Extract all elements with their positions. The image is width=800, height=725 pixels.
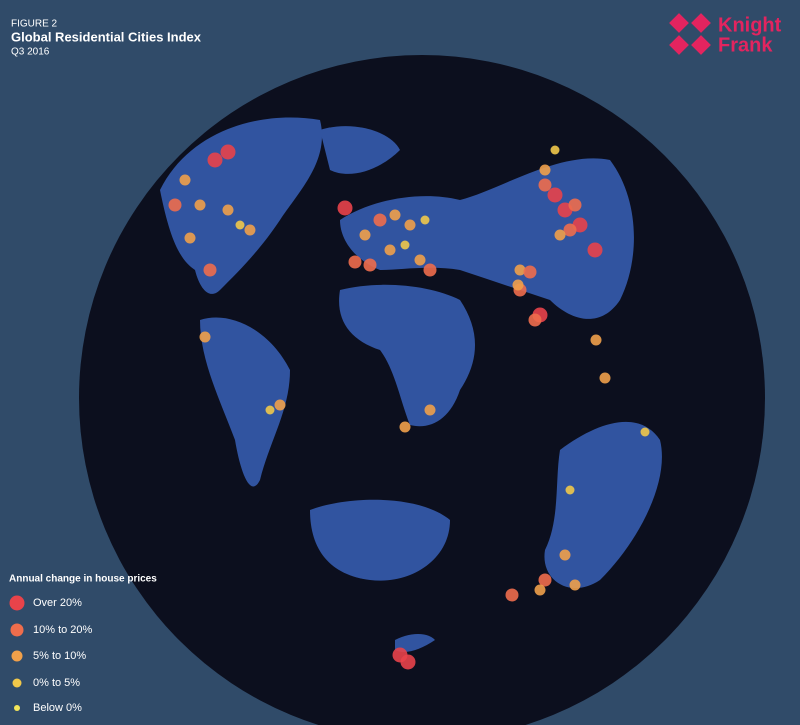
legend-label: 0% to 5% xyxy=(33,677,80,689)
city-marker xyxy=(538,573,552,587)
city-marker xyxy=(203,263,217,277)
city-marker xyxy=(565,485,575,495)
legend-label: 5% to 10% xyxy=(33,650,86,662)
legend-label: Over 20% xyxy=(33,597,82,609)
legend-label: 10% to 20% xyxy=(33,624,93,636)
logo-text: Frank xyxy=(718,34,773,56)
city-marker xyxy=(547,187,563,203)
legend-title: Annual change in house prices xyxy=(9,574,157,585)
city-marker xyxy=(539,164,551,176)
subtitle: Q3 2016 xyxy=(11,47,50,58)
city-marker xyxy=(348,255,362,269)
city-marker xyxy=(274,399,286,411)
city-marker xyxy=(235,220,245,230)
legend-swatch xyxy=(12,678,22,688)
city-markers xyxy=(168,144,650,670)
title: Global Residential Cities Index xyxy=(11,29,202,44)
city-marker xyxy=(179,174,191,186)
south-america xyxy=(200,317,290,487)
antarctica xyxy=(310,499,450,581)
city-marker xyxy=(400,240,410,250)
city-marker xyxy=(359,229,371,241)
city-marker xyxy=(207,152,223,168)
city-marker xyxy=(222,204,234,216)
city-marker xyxy=(194,199,206,211)
city-marker xyxy=(424,404,436,416)
city-marker xyxy=(404,219,416,231)
city-marker xyxy=(505,588,519,602)
city-marker xyxy=(569,579,581,591)
city-marker xyxy=(399,421,411,433)
legend-label: Below 0% xyxy=(33,702,82,714)
australia xyxy=(544,421,662,589)
legend-swatch xyxy=(10,623,24,637)
city-marker xyxy=(384,244,396,256)
city-marker xyxy=(554,229,566,241)
new-zealand xyxy=(395,634,435,652)
north-america xyxy=(160,117,322,294)
figure-label: FIGURE 2 xyxy=(11,19,58,30)
city-marker xyxy=(244,224,256,236)
city-marker xyxy=(559,549,571,561)
city-marker xyxy=(420,215,430,225)
city-marker xyxy=(199,331,211,343)
logo-text: Knight xyxy=(718,14,782,36)
city-marker xyxy=(363,258,377,272)
city-marker xyxy=(528,313,542,327)
city-marker xyxy=(538,178,552,192)
legend-swatch xyxy=(11,650,23,662)
greenland xyxy=(320,126,400,174)
legend-swatch xyxy=(9,595,25,611)
city-marker xyxy=(590,334,602,346)
city-marker xyxy=(389,209,401,221)
africa xyxy=(339,284,475,427)
city-marker xyxy=(168,198,182,212)
city-marker xyxy=(534,584,546,596)
city-marker xyxy=(337,200,353,216)
city-marker xyxy=(523,265,537,279)
city-marker xyxy=(640,427,650,437)
legend: Over 20% 10% to 20% 5% to 10% 0% to 5% Below… xyxy=(9,595,93,714)
city-marker xyxy=(400,654,416,670)
city-marker xyxy=(587,242,603,258)
city-marker xyxy=(512,279,524,291)
city-marker xyxy=(265,405,275,415)
city-marker xyxy=(514,264,526,276)
legend-swatch xyxy=(14,705,20,711)
city-marker xyxy=(220,144,236,160)
city-marker xyxy=(414,254,426,266)
city-marker xyxy=(423,263,437,277)
city-marker xyxy=(550,145,560,155)
city-marker xyxy=(563,223,577,237)
city-marker xyxy=(568,198,582,212)
city-marker xyxy=(184,232,196,244)
city-marker xyxy=(599,372,611,384)
city-marker xyxy=(373,213,387,227)
globe xyxy=(79,55,765,725)
